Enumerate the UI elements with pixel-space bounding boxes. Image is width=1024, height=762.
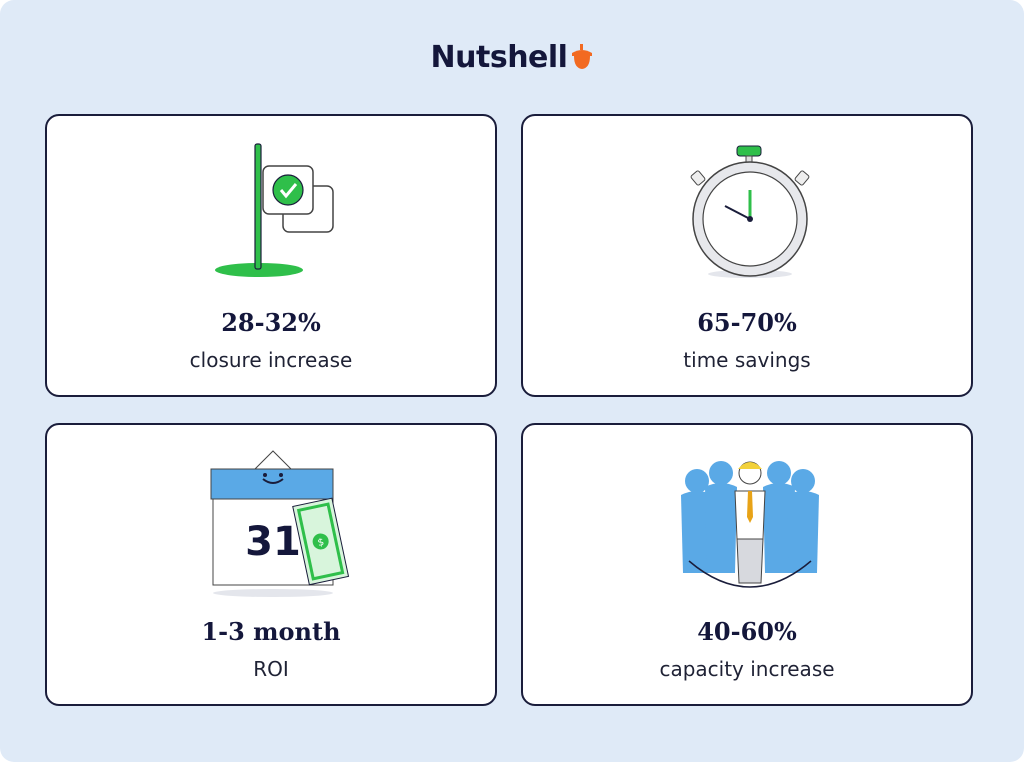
- stat-card: 31 $ 1-3 month ROI: [45, 423, 497, 706]
- calendar-day: 31: [245, 519, 301, 565]
- team-icon: [681, 461, 819, 588]
- stat-label: ROI: [253, 657, 289, 681]
- bill-symbol: $: [317, 537, 326, 549]
- stat: 65-70%: [697, 308, 797, 337]
- stopwatch-icon: [690, 145, 810, 278]
- stat: 40-60%: [697, 617, 797, 646]
- acorn-logo: [572, 44, 593, 69]
- stat-card: 40-60% capacity increase: [521, 423, 973, 706]
- stat-card: 65-70% time savings: [521, 114, 973, 397]
- stat-card: 28-32% closure increase: [45, 114, 497, 397]
- flag-icon: [215, 143, 334, 277]
- stat: 28-32%: [221, 308, 321, 337]
- calendar-icon: 31 $: [210, 450, 350, 597]
- stat: 1-3 month: [201, 617, 341, 646]
- brand-name: Nutshell: [430, 40, 568, 75]
- stat-label: capacity increase: [659, 657, 835, 681]
- stat-label: time savings: [683, 348, 811, 372]
- stat-label: closure increase: [189, 348, 353, 372]
- brand: Nutshell: [0, 40, 1024, 75]
